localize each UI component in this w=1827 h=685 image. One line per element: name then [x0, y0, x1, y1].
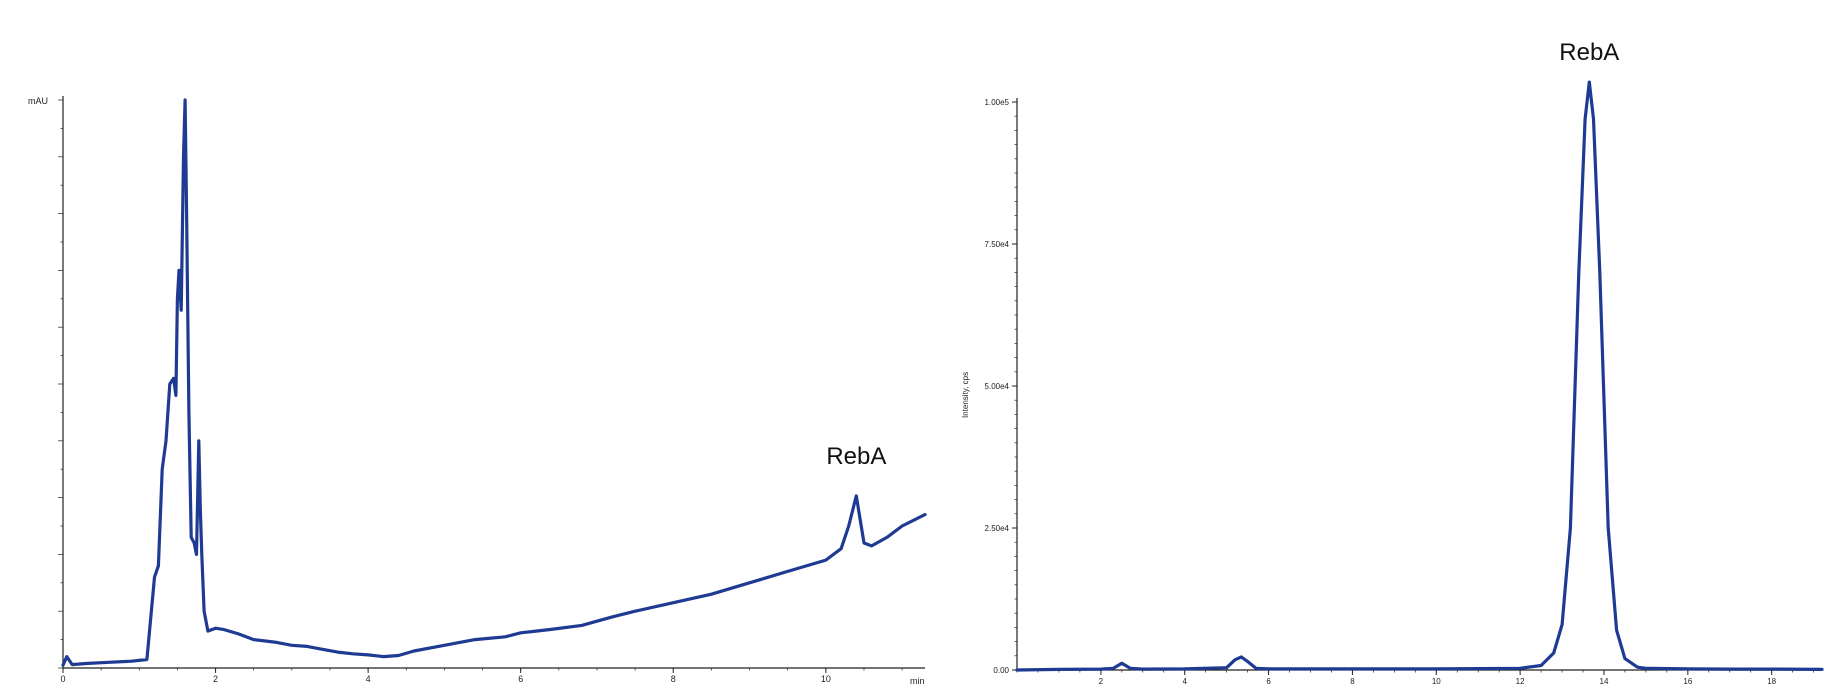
x-tick-label: 2: [1099, 677, 1104, 685]
x-tick-label: 0: [60, 674, 65, 684]
uv-chromatogram: mAU min RebA 0 2 4 6 8 10: [28, 96, 927, 685]
x-tick-label: 12: [1516, 677, 1525, 685]
reba-peak-label: RebA: [826, 443, 886, 470]
x-tick-label: 6: [1266, 677, 1271, 685]
x-tick-label: 18: [1767, 677, 1776, 685]
x-tick-label: 6: [518, 674, 523, 684]
y-tick-label: 0.00: [993, 666, 1009, 675]
x-axis-unit-label: min: [910, 676, 925, 685]
y-tick-label: 2.50e4: [985, 524, 1010, 533]
x-tick-label: 8: [1350, 677, 1355, 685]
y-tick-label: 1.00e5: [985, 98, 1010, 107]
chromatogram-trace: [61, 98, 927, 667]
y-tick-label: 7.50e4: [985, 240, 1010, 249]
x-tick-label: 10: [821, 674, 831, 684]
y-axis-label: Intensity, cps: [961, 372, 970, 418]
x-tick-label: 4: [1182, 677, 1187, 685]
x-tick-label: 8: [671, 674, 676, 684]
x-tick-label: 4: [366, 674, 371, 684]
y-tick-label: 5.00e4: [985, 382, 1010, 391]
y-axis-label: mAU: [28, 96, 48, 106]
x-tick-label: 10: [1432, 677, 1441, 685]
x-tick-label: 16: [1683, 677, 1692, 685]
x-tick-label: 2: [213, 674, 218, 684]
reba-peak-label: RebA: [1559, 39, 1619, 66]
x-tick-label: 14: [1600, 677, 1609, 685]
ms-chromatogram: Intensity, cps RebA 2 4 6 8 10 12 14 16 18 0.00 2.…: [961, 39, 1824, 685]
chromatogram-trace: [1015, 80, 1824, 672]
